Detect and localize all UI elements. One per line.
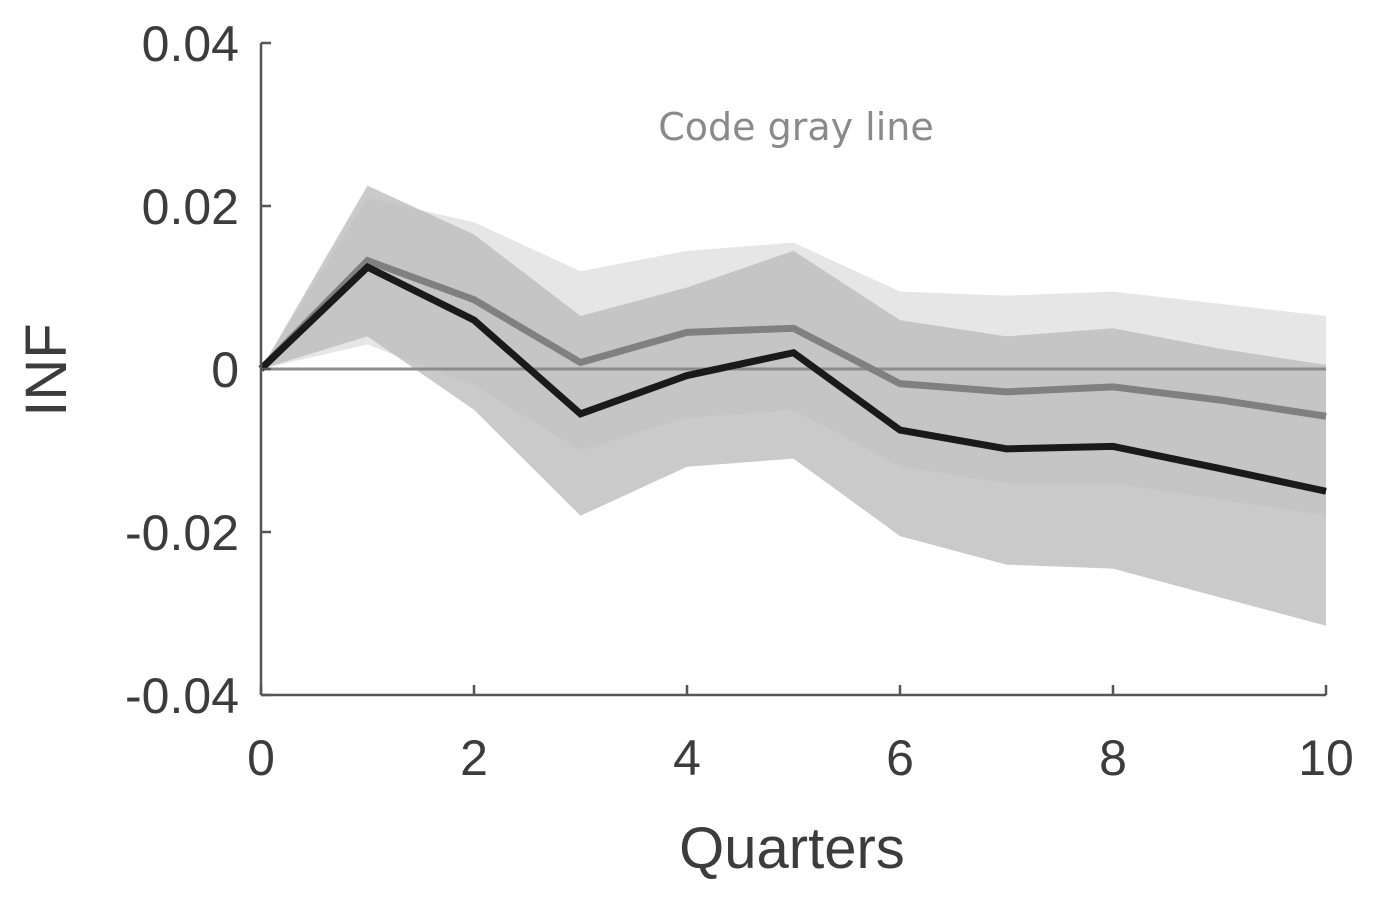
series-lines [258,256,1327,495]
series-line-1 [258,256,1327,420]
y-tick-label: -0.04 [125,668,239,724]
x-tick-label: 0 [247,730,275,786]
series-line-2 [258,262,1327,495]
x-tick-label: 8 [1099,730,1127,786]
confidence-band-2 [261,185,1326,626]
annotation-label: Code gray line [658,105,934,149]
y-axis-title: INF [14,323,79,416]
x-tick-label: 6 [886,730,914,786]
tick-labels: 0.040.020-0.02-0.040 2 4 6 8 10 [125,16,1354,786]
x-tick-label: 10 [1298,730,1354,786]
y-tick-label: 0.02 [142,179,239,235]
y-tick-label: 0 [211,342,239,398]
x-tick-label: 2 [460,730,488,786]
axes [259,41,1328,697]
x-axis-title: Quarters [679,816,905,881]
x-tick-label: 4 [673,730,701,786]
y-tick-label: -0.02 [125,505,239,561]
y-tick-label: 0.04 [142,16,239,72]
confidence-bands [261,185,1326,626]
